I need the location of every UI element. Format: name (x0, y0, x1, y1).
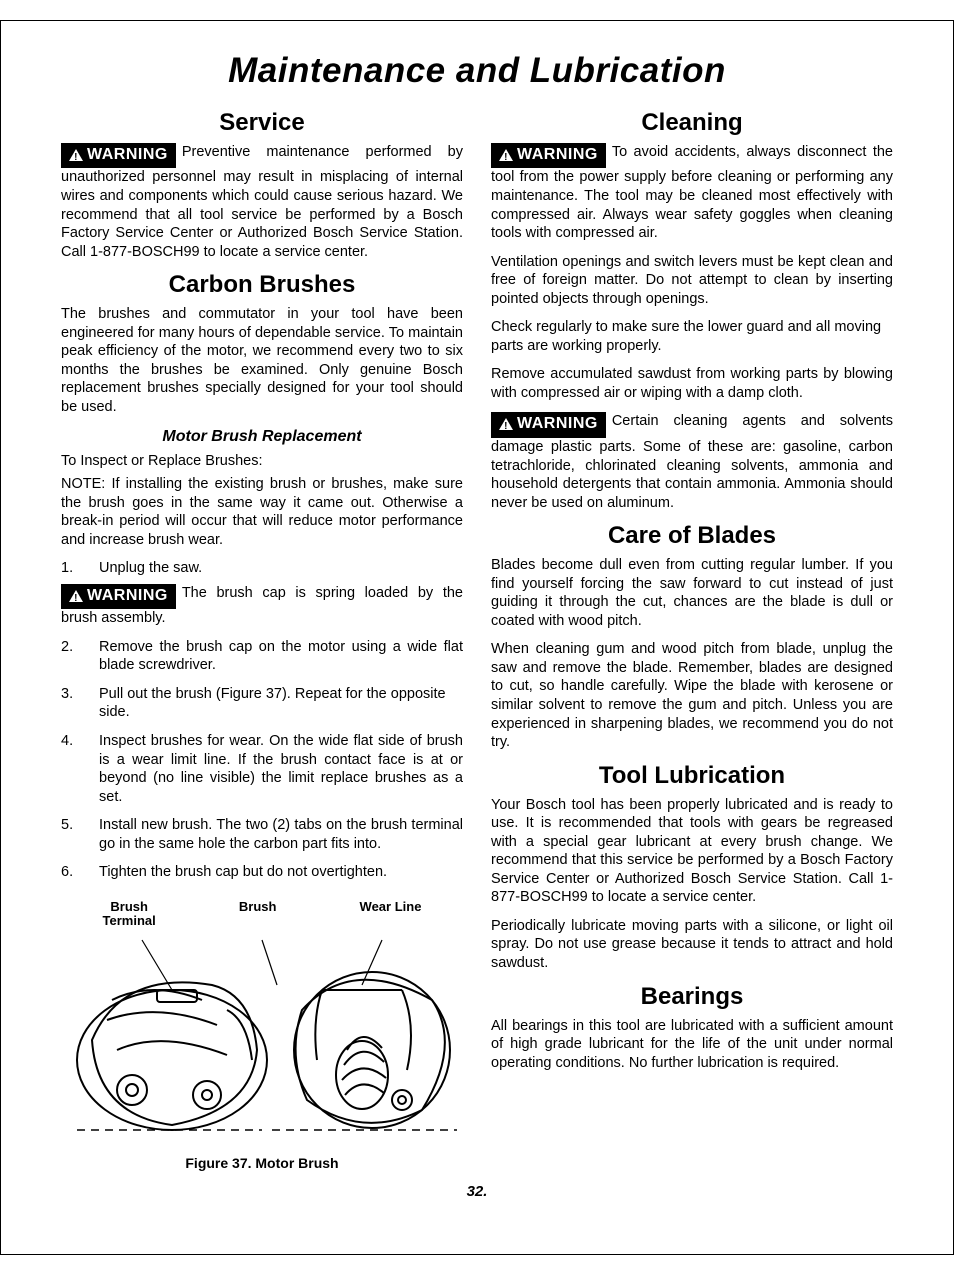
service-heading: Service (61, 109, 463, 137)
care-p1: Blades become dull even from cutting reg… (491, 556, 893, 630)
left-column: Service !WARNINGPreventive maintenance p… (61, 101, 463, 1171)
fig-label-terminal: BrushTerminal (103, 900, 156, 929)
fig-label-wearline: Wear Line (360, 900, 422, 929)
motor-brush-figure (61, 930, 463, 1140)
cleaning-p2: Ventilation openings and switch levers m… (491, 253, 893, 309)
svg-text:!: ! (74, 152, 78, 161)
svg-text:!: ! (504, 421, 508, 430)
warning-badge: !WARNING (491, 143, 606, 168)
tool-lube-heading: Tool Lubrication (491, 762, 893, 790)
two-column-layout: Service !WARNINGPreventive maintenance p… (61, 101, 893, 1171)
figure-labels-row: BrushTerminal Brush Wear Line (61, 900, 463, 929)
step-3: Pull out the brush (Figure 37). Repeat f… (61, 685, 463, 722)
svg-text:!: ! (504, 152, 508, 161)
brush-note: NOTE: If installing the existing brush o… (61, 475, 463, 549)
service-warning-para: !WARNINGPreventive maintenance performed… (61, 143, 463, 261)
cleaning-warning2-para: !WARNINGCertain cleaning agents and solv… (491, 412, 893, 512)
care-blades-heading: Care of Blades (491, 522, 893, 550)
step-6: Tighten the brush cap but do not overtig… (61, 863, 463, 882)
warning-badge: !WARNING (61, 584, 176, 609)
cleaning-p4: Remove accumulated sawdust from working … (491, 365, 893, 402)
figure-caption: Figure 37. Motor Brush (61, 1155, 463, 1171)
cleaning-warning-para: !WARNINGTo avoid accidents, always disco… (491, 143, 893, 243)
warning-triangle-icon: ! (69, 149, 83, 161)
warning-triangle-icon: ! (69, 590, 83, 602)
lube-p1: Your Bosch tool has been properly lubric… (491, 796, 893, 907)
carbon-p1: The brushes and commutator in your tool … (61, 305, 463, 416)
bearings-heading: Bearings (491, 983, 893, 1011)
warning-triangle-icon: ! (499, 149, 513, 161)
carbon-brushes-heading: Carbon Brushes (61, 271, 463, 299)
care-p2: When cleaning gum and wood pitch from bl… (491, 640, 893, 751)
svg-text:!: ! (74, 593, 78, 602)
page-title: Maintenance and Lubrication (61, 51, 893, 91)
cleaning-heading: Cleaning (491, 109, 893, 137)
page-number: 32. (61, 1183, 893, 1200)
lube-p2: Periodically lubricate moving parts with… (491, 917, 893, 973)
warning-badge: !WARNING (61, 143, 176, 168)
step-4: Inspect brushes for wear. On the wide fl… (61, 732, 463, 806)
warning-triangle-icon: ! (499, 418, 513, 430)
step-2: Remove the brush cap on the motor using … (61, 638, 463, 675)
right-column: Cleaning !WARNINGTo avoid accidents, alw… (491, 101, 893, 1171)
manual-page: Maintenance and Lubrication Service !WAR… (0, 20, 954, 1255)
bearings-p1: All bearings in this tool are lubricated… (491, 1017, 893, 1073)
step-1: Unplug the saw. !WARNINGThe brush cap is… (61, 559, 463, 628)
inspect-intro: To Inspect or Replace Brushes: (61, 452, 463, 471)
cleaning-p3: Check regularly to make sure the lower g… (491, 318, 893, 355)
fig-label-brush: Brush (239, 900, 277, 929)
step-5: Install new brush. The two (2) tabs on t… (61, 816, 463, 853)
warning-badge: !WARNING (491, 412, 606, 437)
motor-brush-subheading: Motor Brush Replacement (61, 428, 463, 446)
brush-steps: Unplug the saw. !WARNINGThe brush cap is… (61, 559, 463, 882)
